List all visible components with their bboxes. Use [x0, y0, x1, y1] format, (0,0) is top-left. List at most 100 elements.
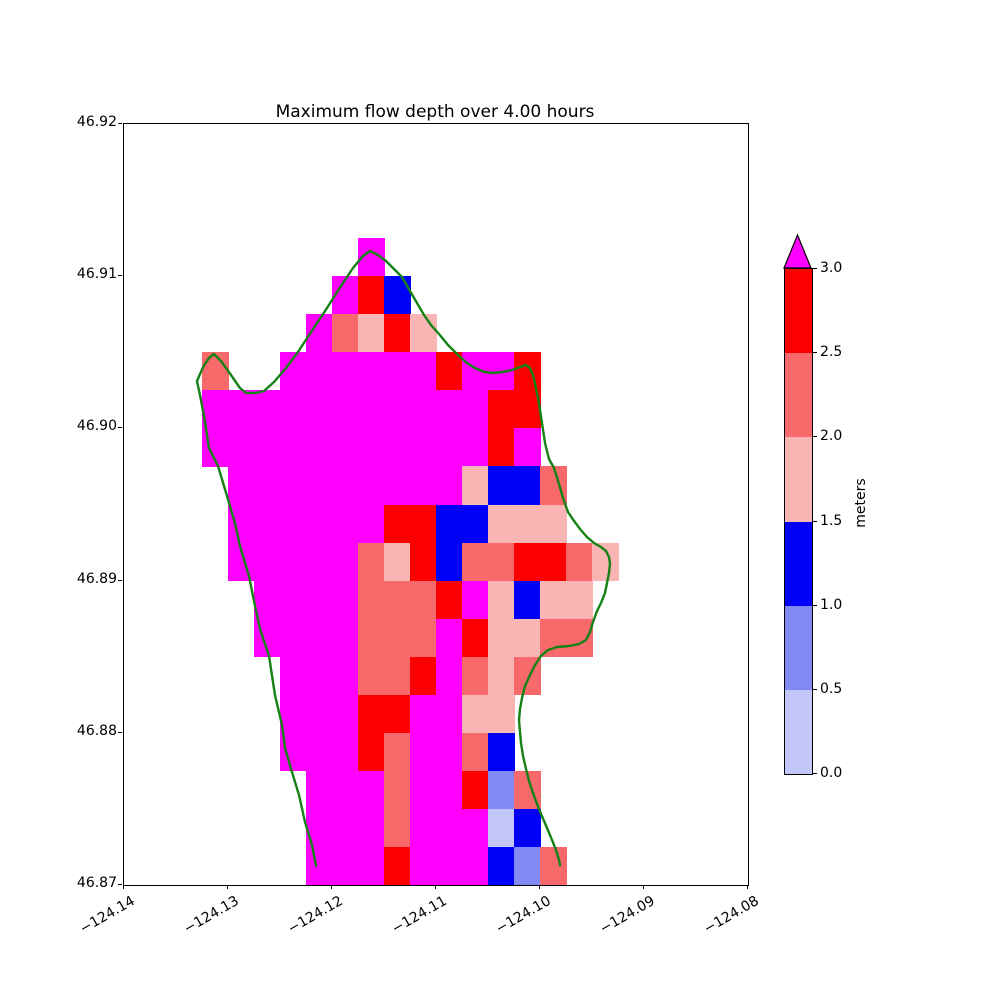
grid-cell: [384, 314, 411, 353]
grid-cell: [254, 466, 281, 505]
grid-cell: [540, 580, 567, 620]
grid-cell: [384, 504, 411, 544]
grid-cell: [514, 390, 541, 429]
colorbar-segment: [785, 268, 812, 354]
grid-cell: [488, 656, 515, 696]
grid-cell: [462, 428, 489, 467]
grid-cell: [436, 732, 463, 772]
grid-cell: [436, 466, 463, 505]
grid-cell: [202, 390, 229, 429]
colorbar-tick-label: 2.0: [820, 428, 843, 445]
colorbar-tick-label: 1.0: [820, 596, 843, 613]
grid-cell: [488, 580, 515, 620]
grid-cell: [280, 390, 307, 429]
colorbar-tick-mark: [813, 773, 817, 774]
grid-cell: [384, 276, 411, 315]
grid-cell: [514, 846, 541, 886]
x-tick-label: −124.10: [493, 893, 554, 938]
grid-cell: [410, 846, 437, 886]
grid-cell: [384, 846, 411, 886]
grid-cell: [514, 428, 541, 467]
grid-cell: [332, 656, 359, 696]
grid-cell: [280, 580, 307, 620]
grid-cell: [332, 352, 359, 391]
x-tick-mark: [435, 885, 436, 889]
grid-cell: [358, 656, 385, 696]
grid-cell: [436, 694, 463, 734]
x-tick-label: −124.08: [701, 893, 762, 938]
grid-cell: [384, 352, 411, 391]
x-tick-label: −124.14: [77, 893, 138, 938]
grid-cell: [410, 314, 437, 353]
grid-cell: [488, 846, 515, 886]
grid-cell: [306, 808, 333, 848]
grid-cell: [254, 504, 281, 544]
grid-cell: [514, 656, 541, 696]
grid-cell: [306, 542, 333, 582]
grid-cell: [332, 314, 359, 353]
grid-cell: [280, 466, 307, 505]
grid-cell: [436, 846, 463, 886]
grid-cell: [332, 428, 359, 467]
grid-cell: [488, 618, 515, 658]
y-tick-mark: [118, 275, 122, 277]
grid-cell: [514, 542, 541, 582]
grid-cell: [436, 808, 463, 848]
grid-cell: [410, 466, 437, 505]
grid-cell: [514, 352, 541, 391]
y-tick-mark: [118, 884, 122, 885]
colorbar-tick-mark: [813, 688, 817, 690]
grid-cell: [358, 770, 385, 810]
x-tick-mark: [331, 885, 332, 889]
plot-area: [123, 123, 749, 886]
grid-cell: [228, 504, 255, 544]
grid-cell: [384, 770, 411, 810]
grid-cell: [358, 504, 385, 544]
grid-cell: [306, 352, 333, 391]
grid-cell: [306, 656, 333, 696]
colorbar-tick-mark: [813, 604, 817, 606]
colorbar-segment: [785, 605, 812, 690]
grid-cell: [280, 694, 307, 734]
colorbar: [784, 268, 813, 775]
colorbar-tick-mark: [813, 352, 817, 354]
grid-cell: [358, 846, 385, 886]
grid-cell: [488, 694, 515, 734]
grid-cell: [358, 428, 385, 467]
grid-cell: [462, 770, 489, 810]
grid-cell: [384, 656, 411, 696]
x-tick-label: −124.09: [597, 893, 658, 938]
colorbar-over-arrow: [783, 234, 812, 269]
grid-cell: [228, 390, 255, 429]
grid-cell: [202, 352, 229, 391]
grid-cell: [462, 504, 489, 544]
grid-cell: [358, 238, 385, 277]
grid-cell: [280, 542, 307, 582]
x-tick-mark: [747, 885, 748, 889]
x-tick-label: −124.11: [389, 893, 450, 938]
grid-cell: [514, 466, 541, 505]
grid-cell: [358, 580, 385, 620]
grid-cell: [410, 808, 437, 848]
colorbar-tick-label: 1.5: [820, 512, 843, 529]
grid-cell: [566, 618, 593, 658]
grid-cell: [410, 694, 437, 734]
y-tick-label: 46.89: [76, 570, 117, 587]
grid-cell: [514, 618, 541, 658]
grid-cell: [384, 618, 411, 658]
grid-cell: [436, 770, 463, 810]
grid-cell: [280, 732, 307, 772]
grid-cell: [384, 390, 411, 429]
grid-cell: [488, 428, 515, 467]
y-tick-label: 46.90: [76, 418, 117, 435]
grid-cell: [358, 542, 385, 582]
chart-title: Maximum flow depth over 4.00 hours: [275, 102, 595, 122]
grid-cell: [410, 580, 437, 620]
grid-cell: [462, 542, 489, 582]
grid-cell: [436, 618, 463, 658]
grid-cell: [358, 618, 385, 658]
colorbar-tick-label: 0.0: [820, 765, 843, 781]
y-tick-label: 46.91: [76, 266, 117, 283]
grid-cell: [280, 428, 307, 467]
grid-cell: [514, 770, 541, 810]
